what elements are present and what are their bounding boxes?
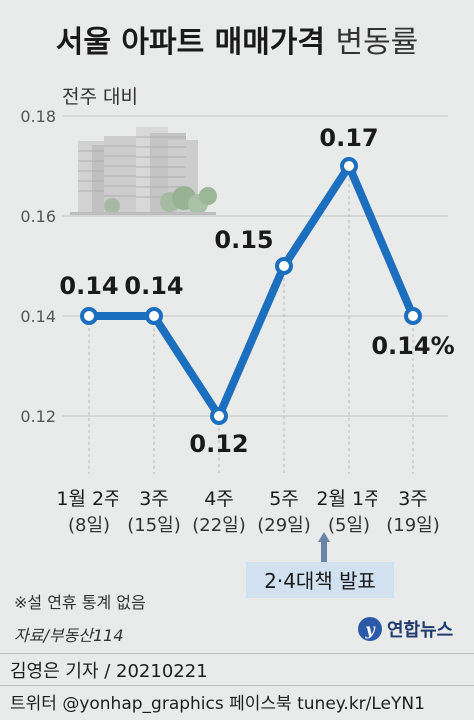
x-guide-lines bbox=[88, 166, 414, 474]
reporter-credit: 김영은 기자 / 20210221 bbox=[10, 661, 208, 682]
x-label-bg bbox=[183, 484, 255, 536]
sns-credit: 트위터 @yonhap_graphics 페이스북 tuney.kr/LeYN1 bbox=[10, 694, 425, 714]
source-label: 자료/부동산114 bbox=[14, 626, 124, 645]
x-tick-label: 3주 bbox=[139, 488, 169, 510]
x-tick-sublabel: (5일) bbox=[328, 515, 370, 536]
data-label: 0.14% bbox=[371, 332, 454, 360]
x-tick-sublabel: (29일) bbox=[257, 515, 311, 536]
x-tick-label: 2월 1주 bbox=[316, 488, 381, 510]
footer-divider-middle bbox=[0, 685, 474, 686]
chart-title: 서울 아파트 매매가격 변동률 bbox=[56, 25, 419, 60]
x-label-bg bbox=[248, 484, 320, 536]
data-point bbox=[145, 307, 163, 325]
data-point bbox=[210, 407, 228, 425]
x-label-bg bbox=[118, 484, 190, 536]
event-label: 2·4대책 발표 bbox=[264, 569, 376, 593]
logo-text: 연합뉴스 bbox=[387, 619, 453, 641]
x-label-bg bbox=[313, 484, 385, 536]
logo-icon bbox=[358, 617, 382, 641]
x-tick-sublabel: (8일) bbox=[68, 515, 110, 536]
data-label: 0.14 bbox=[124, 272, 183, 300]
data-point bbox=[340, 157, 358, 175]
footnote: ※설 연휴 통계 없음 bbox=[14, 593, 146, 612]
series: 0.14 0.14 0.12 0.15 0.17 0.14% bbox=[59, 124, 454, 458]
event-box bbox=[246, 562, 394, 598]
y-axis-ticks: 0.12 0.14 0.16 0.18 bbox=[20, 107, 56, 426]
yonhap-logo: y 연합뉴스 bbox=[358, 617, 453, 641]
x-tick-label: 3주 bbox=[398, 488, 428, 510]
x-tick-label: 4주 bbox=[204, 488, 234, 510]
data-point bbox=[80, 307, 98, 325]
x-tick-label: 1월 2주 bbox=[56, 488, 121, 510]
data-label: 0.14 bbox=[59, 272, 118, 300]
x-tick-sublabel: (22일) bbox=[192, 515, 246, 536]
x-axis-labels: 1월 2주 (8일) 3주 (15일) 4주 (22일) 5주 (29일)2월 1주 (5일) 3… bbox=[53, 484, 449, 536]
series-line bbox=[85, 162, 417, 420]
data-label: 0.12 bbox=[189, 430, 248, 458]
y-tick-label: 0.16 bbox=[20, 207, 56, 226]
data-label: 0.15 bbox=[214, 226, 273, 254]
chart-title-bold: 서울 아파트 매매가격 bbox=[56, 25, 325, 60]
chart-title-light: 변동률 bbox=[335, 25, 418, 60]
arrow-stem bbox=[321, 542, 327, 562]
logo-mark: y bbox=[364, 620, 376, 639]
x-tick-sublabel: (19일) bbox=[386, 515, 440, 536]
footer-divider-top bbox=[0, 653, 474, 654]
x-tick-sublabel: (15일) bbox=[127, 515, 181, 536]
y-tick-label: 0.12 bbox=[20, 407, 56, 426]
up-arrow-icon bbox=[318, 532, 330, 542]
data-point bbox=[275, 257, 293, 275]
event-annotation: 2·4대책 발표 bbox=[246, 532, 394, 598]
chart-subtitle: 전주 대비 bbox=[62, 86, 138, 108]
x-label-bg bbox=[53, 484, 125, 536]
y-tick-label: 0.18 bbox=[20, 107, 56, 126]
data-label: 0.17 bbox=[319, 124, 378, 152]
x-label-bg bbox=[377, 484, 449, 536]
data-point bbox=[404, 307, 422, 325]
apartment-illustration bbox=[70, 127, 217, 215]
y-tick-label: 0.14 bbox=[20, 307, 56, 326]
x-tick-label: 5주 bbox=[269, 488, 299, 510]
